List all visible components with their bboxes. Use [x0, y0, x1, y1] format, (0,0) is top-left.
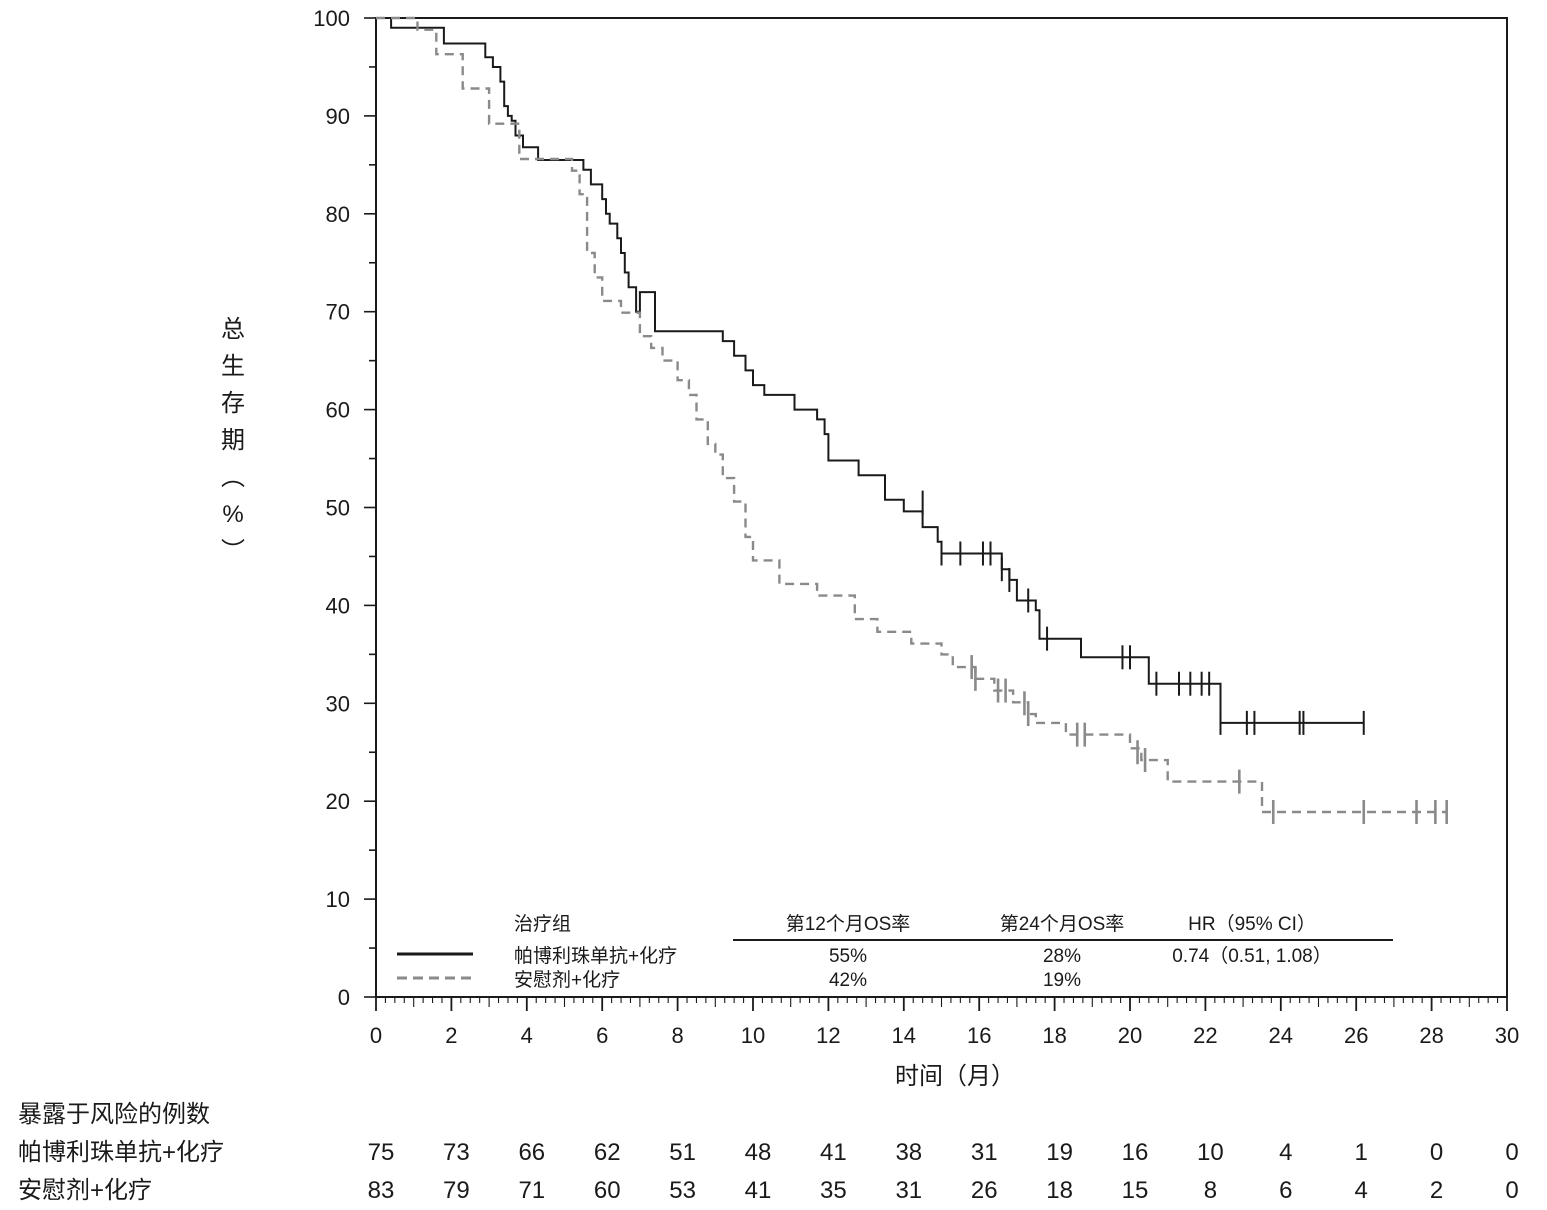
series-line-pembrolizumab	[376, 17, 1364, 724]
risk-count: 62	[594, 1139, 621, 1166]
y-axis-title-char: 生	[221, 353, 245, 380]
legend-header-group: 治疗组	[514, 913, 571, 935]
risk-count: 31	[895, 1177, 922, 1204]
risk-count: 41	[820, 1139, 847, 1166]
legend-header-os12: 第12个月OS率	[786, 913, 911, 935]
x-tick-label: 30	[1495, 1023, 1519, 1048]
x-tick-label: 24	[1269, 1023, 1293, 1048]
y-tick-label: 10	[326, 887, 350, 912]
legend-label: 安慰剂+化疗	[514, 969, 620, 991]
risk-count: 51	[669, 1139, 696, 1166]
x-tick-label: 18	[1042, 1023, 1066, 1048]
y-tick-label: 30	[326, 691, 350, 716]
x-tick-label: 26	[1344, 1023, 1368, 1048]
y-tick-label: 50	[326, 496, 350, 521]
y-tick-label: 100	[313, 6, 350, 31]
x-tick-label: 6	[596, 1023, 608, 1048]
risk-count: 6	[1279, 1177, 1292, 1204]
y-tick-label: 80	[326, 202, 350, 227]
y-tick-label: 40	[326, 593, 350, 618]
x-tick-label: 12	[816, 1023, 840, 1048]
y-tick-label: 60	[326, 398, 350, 423]
risk-count: 73	[443, 1139, 470, 1166]
x-axis-title: 时间（月）	[895, 1063, 1015, 1090]
risk-count: 0	[1505, 1139, 1518, 1166]
risk-count: 38	[895, 1139, 922, 1166]
legend-os12: 55%	[829, 946, 867, 967]
risk-count: 4	[1279, 1139, 1292, 1166]
risk-row-label: 帕博利珠单抗+化疗	[18, 1139, 224, 1166]
legend-label: 帕博利珠单抗+化疗	[514, 945, 677, 967]
risk-count: 16	[1122, 1139, 1149, 1166]
y-axis-title-char: ︵	[221, 464, 245, 491]
y-tick-label: 20	[326, 789, 350, 814]
risk-count: 75	[368, 1139, 395, 1166]
legend-os24: 19%	[1043, 970, 1081, 991]
survival-curves	[376, 16, 1448, 824]
x-tick-label: 20	[1118, 1023, 1142, 1048]
x-tick-label: 8	[671, 1023, 683, 1048]
risk-count: 1	[1355, 1139, 1368, 1166]
legend: 治疗组 第12个月OS率 第24个月OS率 HR（95% CI） 帕博利珠单抗+化疗 55…	[397, 913, 1393, 991]
legend-os24: 28%	[1043, 946, 1081, 967]
risk-count: 2	[1430, 1177, 1443, 1204]
risk-count: 15	[1122, 1177, 1149, 1204]
y-axis-title-char: 存	[221, 390, 245, 417]
x-tick-label: 2	[445, 1023, 457, 1048]
y-tick-label: 70	[326, 300, 350, 325]
risk-count: 83	[368, 1177, 395, 1204]
risk-count: 10	[1197, 1139, 1224, 1166]
y-tick-label: 0	[338, 985, 350, 1010]
risk-count: 18	[1046, 1177, 1073, 1204]
y-axis-title-char: ︶	[221, 538, 245, 565]
risk-count: 8	[1204, 1177, 1217, 1204]
risk-count: 31	[971, 1139, 998, 1166]
risk-count: 4	[1355, 1177, 1368, 1204]
risk-count: 19	[1046, 1139, 1073, 1166]
legend-os12: 42%	[829, 970, 867, 991]
risk-count: 53	[669, 1177, 696, 1204]
risk-count: 48	[745, 1139, 772, 1166]
y-axis-title-char: 总	[221, 316, 245, 343]
risk-count: 66	[518, 1139, 545, 1166]
risk-count: 0	[1430, 1139, 1443, 1166]
series-line-placebo	[376, 16, 1447, 814]
x-tick-label: 22	[1193, 1023, 1217, 1048]
risk-table-title: 暴露于风险的例数	[18, 1101, 210, 1128]
risk-count: 41	[745, 1177, 772, 1204]
x-tick-label: 16	[967, 1023, 991, 1048]
x-tick-label: 14	[892, 1023, 916, 1048]
risk-row-label: 安慰剂+化疗	[18, 1177, 152, 1204]
x-tick-label: 0	[370, 1023, 382, 1048]
risk-count: 71	[518, 1177, 545, 1204]
x-tick-label: 10	[741, 1023, 765, 1048]
legend-hr: 0.74（0.51, 1.08）	[1172, 945, 1332, 967]
risk-count: 0	[1505, 1177, 1518, 1204]
y-tick-label: 90	[326, 104, 350, 129]
plot-frame	[375, 17, 1508, 998]
x-tick-label: 4	[521, 1023, 533, 1048]
y-axis-title-char: %	[222, 501, 243, 528]
risk-count: 60	[594, 1177, 621, 1204]
y-axis-title-char: 期	[221, 427, 245, 454]
risk-count: 79	[443, 1177, 470, 1204]
legend-header-os24: 第24个月OS率	[1000, 913, 1125, 935]
risk-count: 26	[971, 1177, 998, 1204]
x-tick-label: 28	[1419, 1023, 1443, 1048]
risk-count: 35	[820, 1177, 847, 1204]
legend-header-hr: HR（95% CI）	[1188, 913, 1316, 935]
